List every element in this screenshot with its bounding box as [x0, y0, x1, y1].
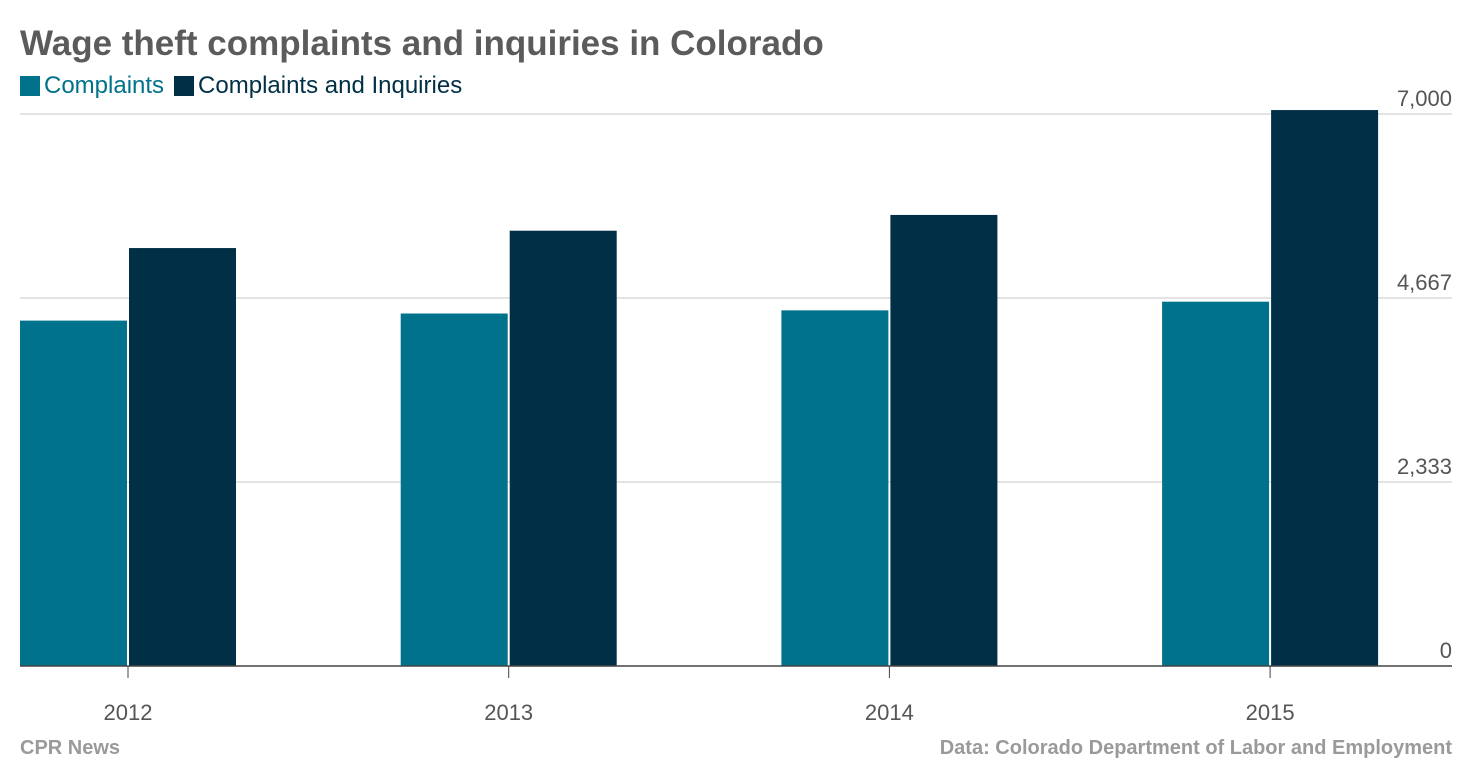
bar-complaints-and-inquiries-2014 [890, 214, 998, 667]
data-source: Data: Colorado Department of Labor and E… [939, 737, 1452, 759]
source-credit: CPR News [20, 737, 121, 759]
bar-complaints-and-inquiries-2013 [509, 230, 617, 667]
legend-swatch-complaints [20, 76, 40, 96]
bar-complaints-and-inquiries-2015 [1271, 110, 1379, 667]
y-tick-label: 4,667 [1397, 270, 1452, 295]
chart-title: Wage theft complaints and inquiries in C… [20, 24, 824, 63]
x-tick-label: 2015 [1246, 700, 1295, 725]
legend-swatch-complaints-and-inquiries [174, 76, 195, 96]
x-tick-label: 2013 [484, 700, 533, 725]
legend: Complaints Complaints and Inquiries [20, 72, 472, 100]
y-tick-label: 2,333 [1397, 454, 1452, 479]
bar-complaints-2015 [1162, 301, 1270, 666]
x-tick-label: 2012 [104, 700, 153, 725]
legend-item-complaints: Complaints [20, 72, 164, 100]
legend-label-complaints-and-inquiries: Complaints and Inquiries [198, 72, 463, 99]
bar-complaints-2012 [20, 320, 127, 666]
legend-label-complaints: Complaints [44, 72, 165, 99]
x-tick-label: 2014 [865, 700, 914, 725]
bar-complaints-2014 [781, 310, 889, 666]
bar-complaints-2013 [400, 313, 508, 666]
y-tick-label: 7,000 [1397, 86, 1452, 111]
legend-item-complaints-and-inquiries: Complaints and Inquiries [174, 72, 462, 100]
y-tick-label: 0 [1440, 638, 1452, 663]
bar-complaints-and-inquiries-2012 [129, 248, 236, 667]
